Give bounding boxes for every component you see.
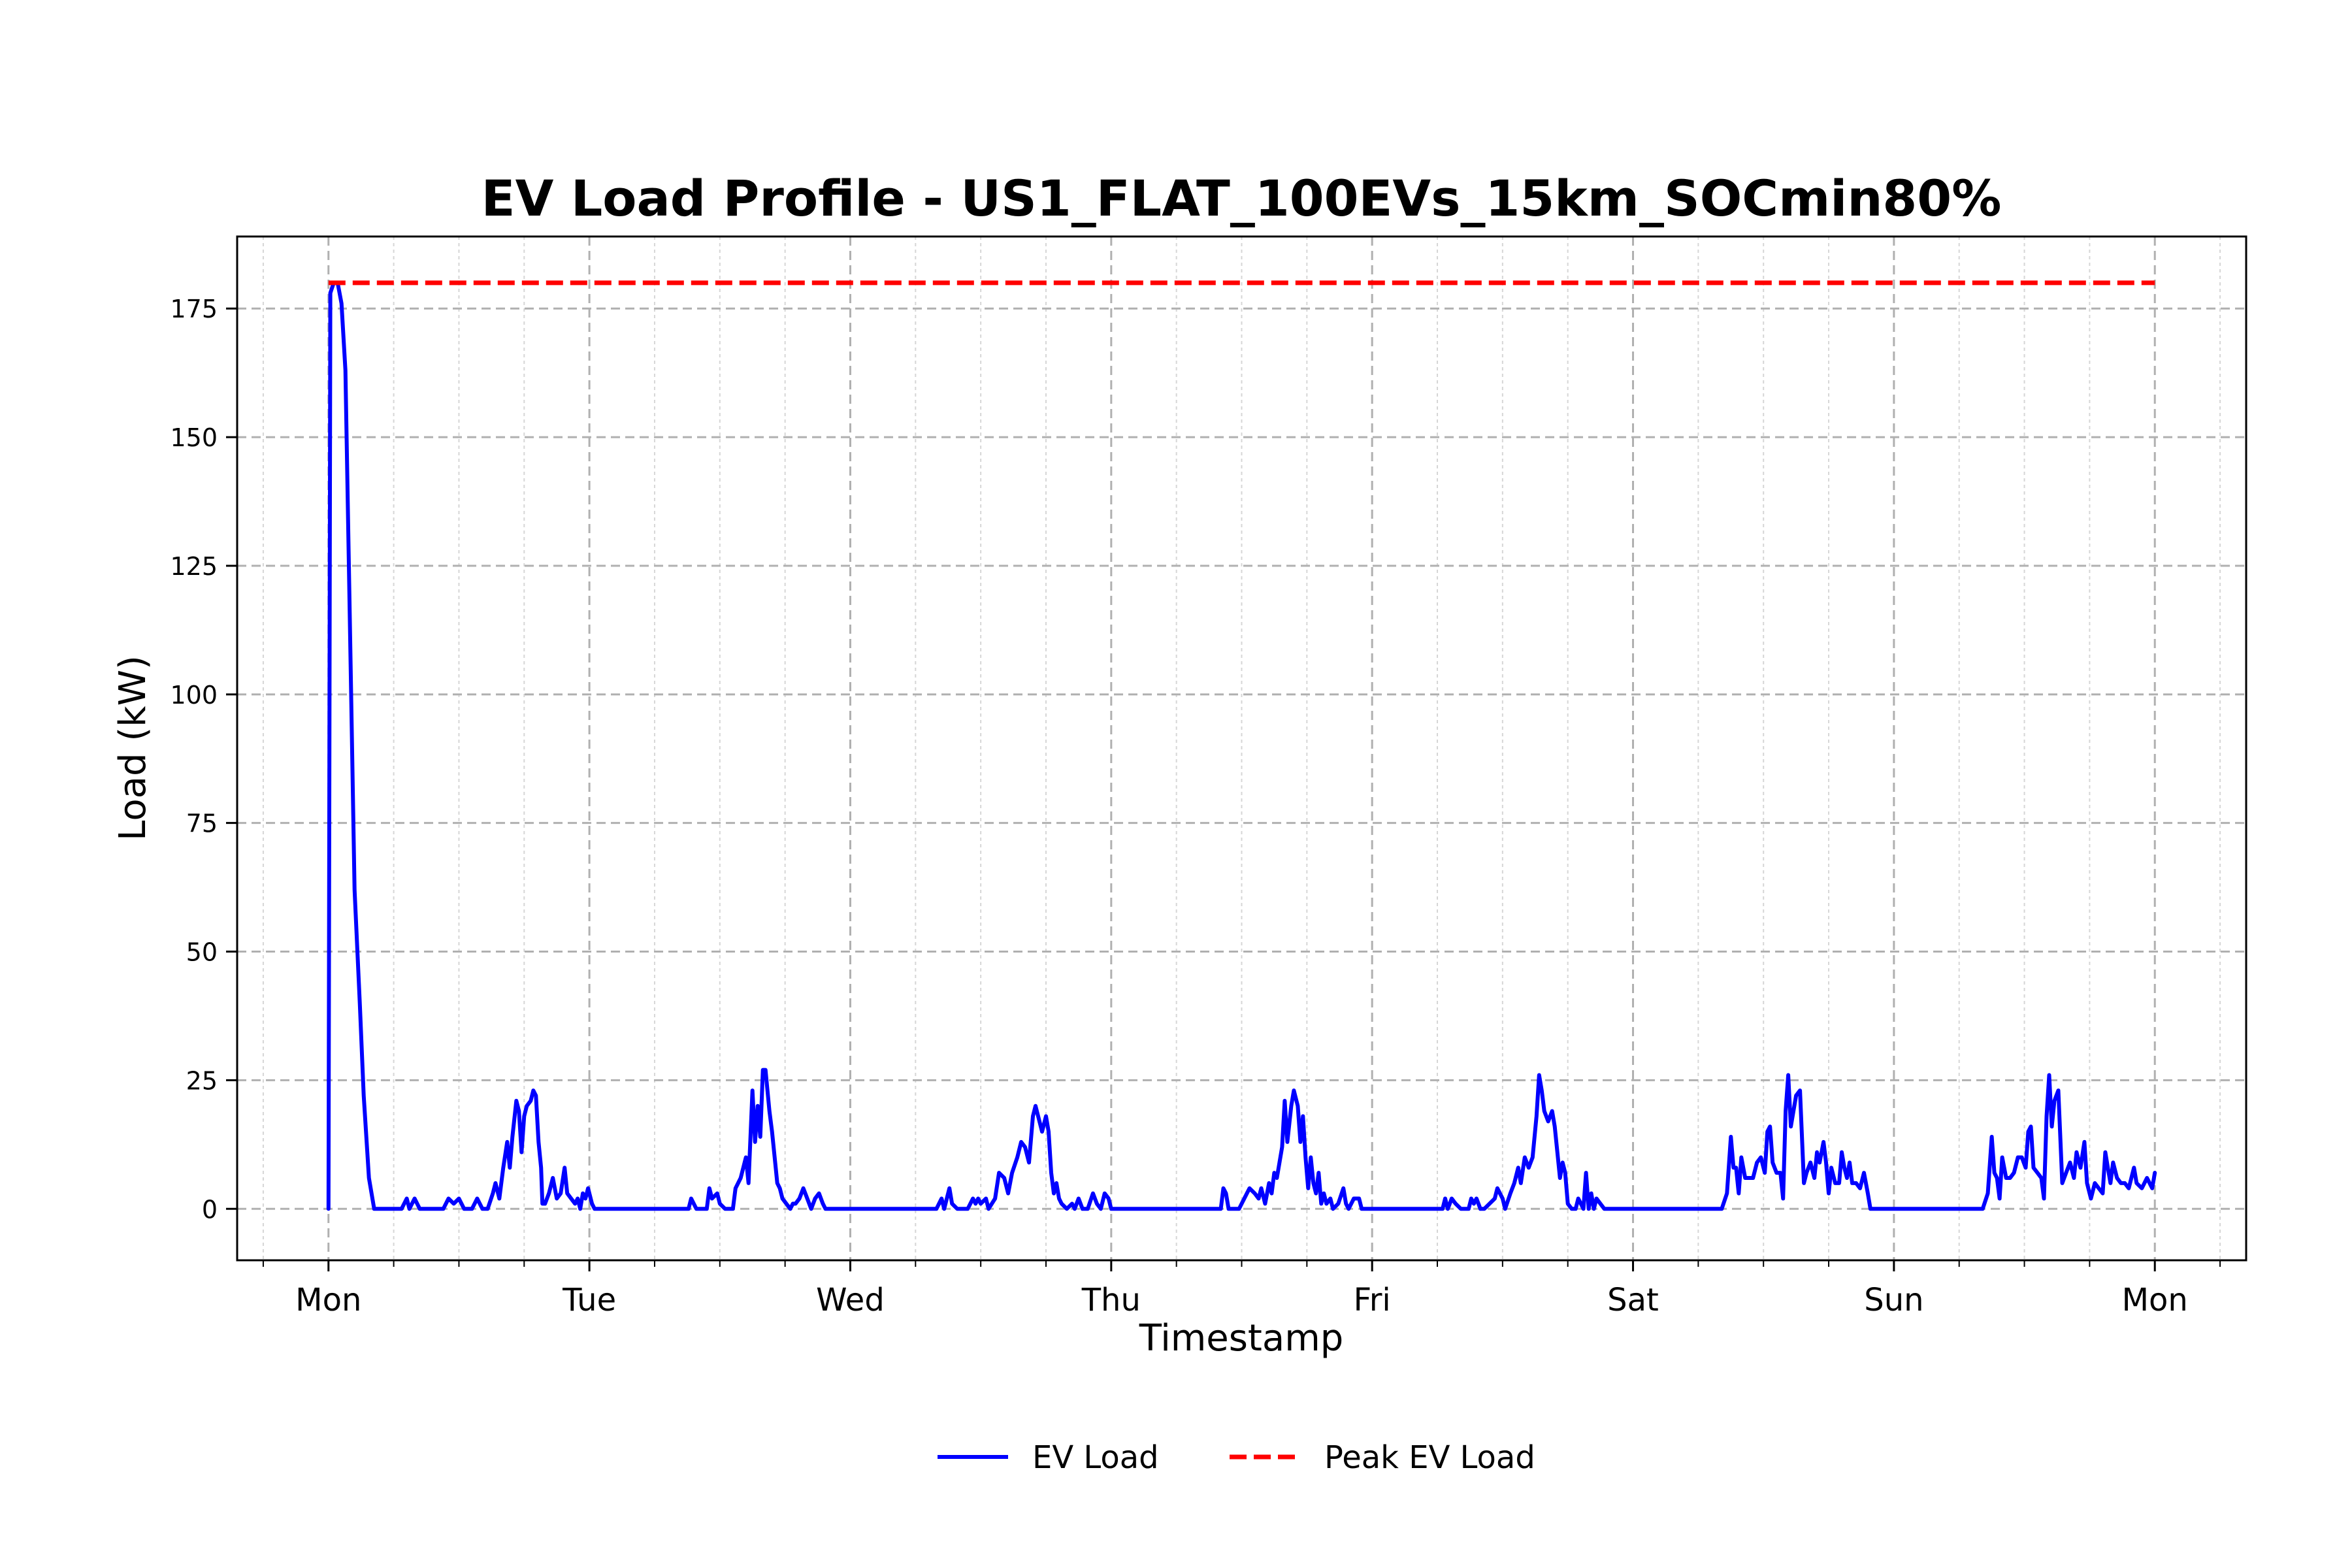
x-axis: Mon Tue Wed Thu Fri Sat Sun Mon — [262, 1260, 2221, 1318]
grid-layer — [237, 237, 2246, 1260]
x-tick-label: Wed — [816, 1282, 885, 1318]
x-tick-label: Sat — [1607, 1282, 1659, 1318]
y-tick-label: 75 — [186, 809, 218, 838]
x-tick-label: Mon — [2122, 1282, 2188, 1318]
y-tick-label: 125 — [170, 552, 218, 581]
legend-label: Peak EV Load — [1324, 1439, 1535, 1476]
y-tick-label: 150 — [170, 423, 218, 452]
y-tick-label: 50 — [186, 938, 218, 967]
x-tick-label: Thu — [1081, 1282, 1141, 1318]
y-axis-label: Load (kW) — [112, 655, 154, 841]
x-tick-label: Sun — [1864, 1282, 1923, 1318]
legend: EV Load Peak EV Load — [938, 1439, 1535, 1476]
x-tick-label: Tue — [562, 1282, 616, 1318]
x-axis-label: Timestamp — [1139, 1317, 1344, 1360]
y-axis: 0 25 50 75 100 125 150 175 — [170, 295, 237, 1224]
ev-load-line — [326, 280, 2157, 1211]
legend-label: EV Load — [1032, 1439, 1159, 1476]
x-tick-label: Fri — [1354, 1282, 1391, 1318]
series-layer — [326, 280, 2157, 1211]
x-tick-label: Mon — [295, 1282, 361, 1318]
y-tick-label: 25 — [186, 1066, 218, 1095]
chart-title: EV Load Profile - US1_FLAT_100EVs_15km_S… — [482, 169, 2002, 227]
y-tick-label: 175 — [170, 295, 218, 323]
y-tick-label: 100 — [170, 681, 218, 710]
y-tick-label: 0 — [202, 1195, 218, 1224]
